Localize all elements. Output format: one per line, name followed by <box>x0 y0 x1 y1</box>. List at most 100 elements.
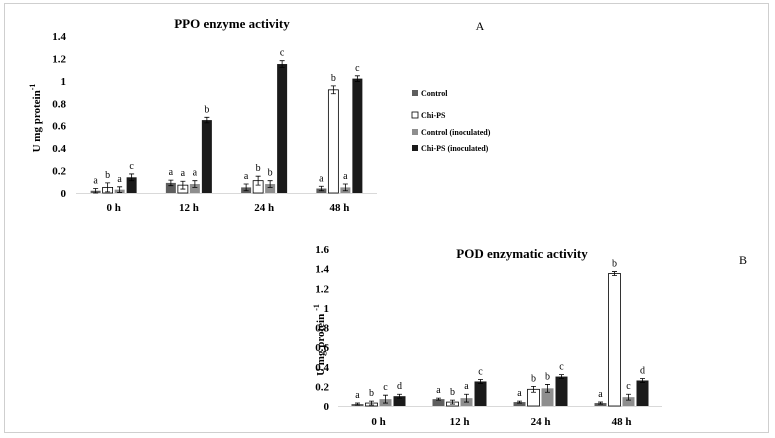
chart-b-y-tick: 0 <box>324 401 330 413</box>
chart-b-bar <box>474 381 487 406</box>
legend-label-control-inoculated: Control (inoculated) <box>421 128 491 137</box>
chart-b-y-tick: 0.2 <box>315 381 329 393</box>
chart-a-y-tick: 1.2 <box>52 53 66 65</box>
chart-a-error-bar <box>342 183 348 192</box>
chart-a-bar <box>165 182 176 193</box>
svg-text:U mg protein-1: U mg protein-1 <box>28 84 43 153</box>
chart-a-y-tick: 0.6 <box>52 121 66 133</box>
chart-b-y-axis-label: U mg protein -1 <box>312 304 327 376</box>
chart-b-panel-label: B <box>739 253 747 267</box>
chart-b-error-bar <box>397 393 402 399</box>
chart-b-y-tick: 0.6 <box>315 342 329 354</box>
svg-text:U mg protein-1: U mg protein -1 <box>312 304 327 376</box>
chart-a-significance-label: b <box>105 170 110 181</box>
chart-b-x-tick: 0 h <box>371 416 385 428</box>
chart-b-bar <box>513 402 526 406</box>
chart-b-error-bar <box>450 399 455 405</box>
chart-b-error-bar <box>545 384 550 393</box>
chart-b-significance-label: b <box>531 373 536 384</box>
chart-a-error-bar <box>192 180 198 188</box>
chart-a-error-bar <box>267 180 273 188</box>
chart-a-error-bar <box>354 75 360 82</box>
chart-a-significance-label: c <box>355 63 360 74</box>
chart-a-error-bar <box>330 85 336 95</box>
chart-a-error-bar <box>117 186 123 193</box>
chart-a-x-tick: 12 h <box>179 202 199 214</box>
chart-a-bar <box>189 184 200 193</box>
chart-a-error-bar <box>204 116 210 124</box>
chart-a-significance-label: a <box>181 168 186 179</box>
chart-a-y-axis-label: U mg protein-1 <box>28 84 43 153</box>
chart-a-y-tick: 0.2 <box>52 166 66 178</box>
chart-a-error-bar <box>180 180 186 190</box>
chart-b-significance-label: d <box>640 366 645 377</box>
chart-b-error-bar <box>464 393 469 403</box>
chart-a-error-bar <box>243 183 249 192</box>
chart-b-error-bar <box>640 378 645 383</box>
chart-a-significance-label: b <box>268 168 273 179</box>
chart-b-significance-label: b <box>612 259 617 270</box>
chart-b-error-bar <box>383 394 388 404</box>
chart-b-significance-label: a <box>355 390 360 401</box>
chart-b-error-bar <box>369 400 374 406</box>
chart-b-x-tick: 12 h <box>450 416 470 428</box>
figure-frame <box>4 3 769 433</box>
chart-a-significance-label: c <box>280 48 285 59</box>
chart-b-error-bar <box>531 385 536 393</box>
chart-a-significance-label: a <box>319 173 324 184</box>
chart-b-significance-label: c <box>478 367 483 378</box>
chart-b-significance-label: b <box>545 371 550 382</box>
chart-a-y-tick: 0 <box>61 188 67 200</box>
chart-b-error-bar <box>598 401 603 405</box>
chart-a-error-bar <box>318 185 324 192</box>
chart-b-error-bar <box>436 397 441 401</box>
chart-b-y-tick: 1 <box>324 303 330 315</box>
chart-b-ylabel-text: U mg protein <box>315 314 327 376</box>
chart-b-significance-label: c <box>383 382 388 393</box>
chart-a-panel-label: A <box>476 19 485 33</box>
chart-a-error-bar <box>129 173 135 182</box>
legend-swatch-control-inoculated <box>412 129 418 135</box>
chart-b-significance-label: b <box>369 388 374 399</box>
chart-a-y-tick: 0.8 <box>52 98 66 110</box>
legend-label-control: Control <box>421 89 448 98</box>
chart-a-significance-label: b <box>204 104 209 115</box>
chart-a-y-tick: 1 <box>61 76 67 88</box>
chart-b-error-bar <box>559 374 564 379</box>
legend-label-chi-ps: Chi-PS <box>421 111 446 120</box>
chart-b-significance-label: c <box>626 381 631 392</box>
chart-a-bar <box>277 64 288 194</box>
chart-b-significance-label: a <box>598 389 603 400</box>
chart-a-significance-label: a <box>93 176 98 187</box>
chart-b-significance-label: d <box>397 381 402 392</box>
chart-a-significance-label: a <box>343 171 348 182</box>
legend-swatch-chi-ps <box>411 111 419 119</box>
chart-b-plot: 00.20.40.60.811.21.41.60 ha bc d12 ha bac24… <box>315 244 662 428</box>
chart-b-y-tick: 1.6 <box>315 244 329 256</box>
chart-b-bar <box>541 388 554 406</box>
chart-b-significance-label: b <box>450 387 455 398</box>
chart-a-bar <box>126 177 137 193</box>
chart-a-significance-label: a <box>193 168 198 179</box>
chart-a-bar <box>352 78 363 193</box>
chart-b-x-tick: 24 h <box>531 416 551 428</box>
chart-a-x-tick: 48 h <box>329 202 349 214</box>
chart-a-significance-label: a <box>169 167 174 178</box>
chart-b-ylabel-sup: -1 <box>312 304 321 311</box>
chart-b-significance-label: a <box>464 381 469 392</box>
chart-b-error-bar <box>626 393 631 401</box>
chart-b-bar <box>622 397 635 406</box>
chart-b-error-bar <box>478 379 483 384</box>
chart-a-y-tick: 1.4 <box>52 31 66 43</box>
chart-a-title: PPO enzyme activity <box>174 16 290 31</box>
chart-b-bar <box>636 380 649 406</box>
chart-b-error-bar <box>612 271 617 276</box>
legend-swatch-chi-ps-inoculated <box>412 145 418 151</box>
chart-b-bar <box>608 273 621 407</box>
chart-b-bar <box>393 396 406 406</box>
chart-b-significance-label: a <box>517 388 522 399</box>
chart-a-y-tick: 0.4 <box>52 143 66 155</box>
chart-b-bar <box>594 403 607 406</box>
